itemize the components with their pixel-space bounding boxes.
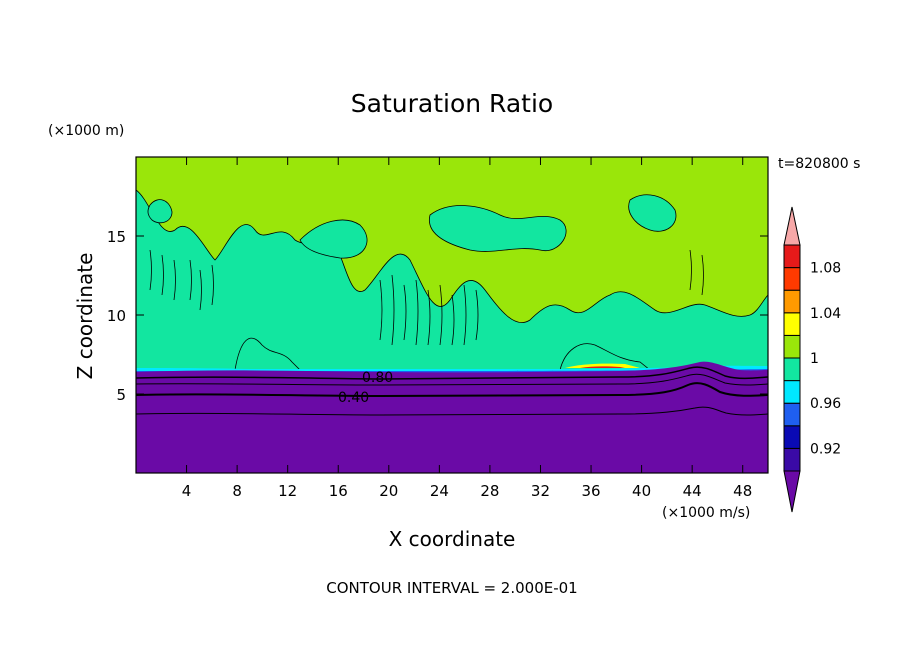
x-tick-label: 12 — [278, 482, 297, 500]
upper-cloud-patch-2 — [428, 205, 567, 252]
upper-cloud-patch-1 — [299, 219, 368, 259]
contour-label-040: 0.40 — [338, 390, 369, 406]
colorbar-bin — [783, 312, 801, 336]
y-axis-label: Z coordinate — [73, 253, 97, 380]
colorbar-bin — [783, 425, 801, 449]
x-tick-label: 36 — [581, 482, 600, 500]
contour-label-080: 0.80 — [362, 370, 393, 386]
colorbar-tick-label: 1.04 — [810, 306, 841, 322]
upper-cloud-patch-3 — [628, 194, 677, 232]
x-tick-label: 4 — [182, 482, 192, 500]
contour-line-020 — [136, 406, 768, 416]
transition-band-cyan — [136, 365, 768, 372]
colorbar-bin — [783, 447, 801, 472]
x-tick-label: 20 — [379, 482, 398, 500]
x-axis-label: X coordinate — [389, 527, 516, 551]
subsaturated-patch-3 — [559, 343, 652, 371]
colorbar-bin — [783, 357, 801, 382]
x-tick-label: 44 — [683, 482, 702, 500]
x-tick-label: 40 — [632, 482, 651, 500]
colorbar-legend: 0.92 0.96 1 1.04 1.08 — [783, 206, 841, 513]
y-tick-label: 10 — [107, 307, 126, 325]
colorbar-tick-label: 0.92 — [810, 441, 841, 457]
y-tick-label: 15 — [107, 228, 126, 246]
lower-dry-region — [136, 361, 768, 473]
time-label: t=820800 s — [778, 156, 860, 172]
x-tick-label: 32 — [531, 482, 550, 500]
x-tick-label: 24 — [430, 482, 449, 500]
y-tick-label: 5 — [116, 386, 126, 404]
colorbar-bin — [783, 334, 801, 359]
colorbar-bin — [783, 402, 801, 427]
x-tick-label: 16 — [329, 482, 348, 500]
contour-line-080 — [136, 366, 768, 380]
colorbar-tick-label: 1 — [810, 351, 819, 367]
supersaturated-yellow-strip — [565, 363, 640, 368]
y-unit-label: (×1000 m) — [48, 123, 124, 139]
contour-line-060 — [136, 373, 768, 386]
x-tick-label: 8 — [232, 482, 242, 500]
contour-line-040 — [136, 382, 768, 398]
colorbar-tick-label: 0.96 — [810, 396, 841, 412]
x-tick-label: 28 — [480, 482, 499, 500]
x-axis-ticks: 4 8 12 16 20 24 28 32 36 40 44 48 — [182, 157, 752, 500]
subsaturated-patches — [136, 189, 768, 371]
colorbar-bin — [783, 380, 801, 404]
x-tick-label: 48 — [733, 482, 752, 500]
colorbar-upper-cap — [783, 206, 801, 246]
contour-interval-note: CONTOUR INTERVAL = 2.000E-01 — [326, 579, 577, 597]
colorbar-bin — [783, 267, 801, 291]
subsaturated-patch-2 — [234, 337, 301, 371]
x-unit-label: (×1000 m/s) — [662, 505, 750, 521]
colorbar-bin — [783, 289, 801, 314]
y-axis-ticks: 5 10 15 — [107, 228, 768, 404]
streak-contours — [149, 249, 704, 346]
upper-cloud-patch-4 — [147, 199, 173, 224]
chart-title: Saturation Ratio — [351, 89, 553, 118]
colorbar-bin — [783, 244, 801, 269]
colorbar-lower-cap — [783, 470, 801, 513]
colorbar-tick-label: 1.08 — [810, 261, 841, 277]
supersaturated-red-strip — [580, 366, 625, 368]
